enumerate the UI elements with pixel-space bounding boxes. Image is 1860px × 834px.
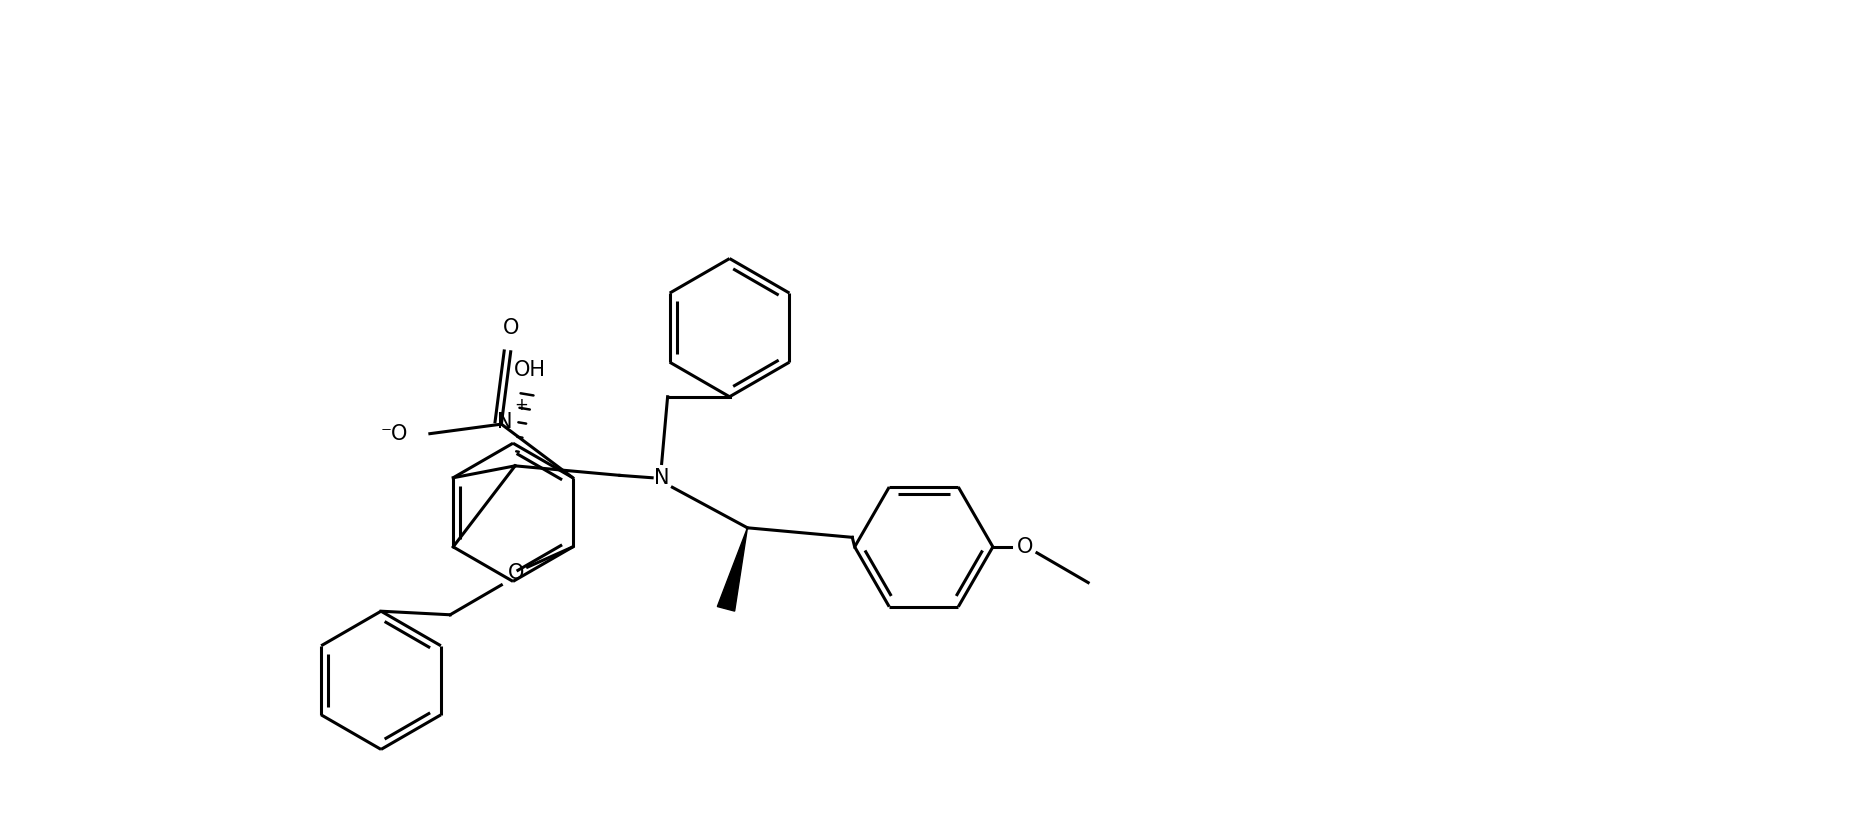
Text: ⁻O: ⁻O	[381, 424, 409, 444]
Text: O: O	[508, 563, 525, 583]
Text: OH: OH	[513, 360, 545, 380]
Text: +: +	[515, 396, 528, 414]
Text: N: N	[655, 468, 670, 488]
Text: N: N	[497, 412, 513, 432]
Text: O: O	[1017, 537, 1032, 557]
Text: O: O	[502, 319, 519, 339]
Polygon shape	[718, 528, 748, 611]
